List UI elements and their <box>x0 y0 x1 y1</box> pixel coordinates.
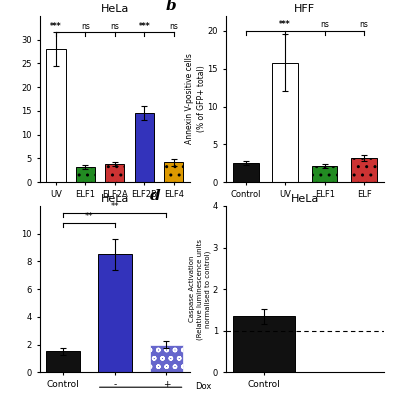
Text: b: b <box>166 0 176 13</box>
Bar <box>233 316 295 372</box>
Text: ns: ns <box>169 22 178 31</box>
Text: ***: *** <box>50 22 62 31</box>
Title: HeLa: HeLa <box>101 194 129 204</box>
Bar <box>233 163 259 182</box>
Text: **: ** <box>85 212 93 221</box>
Bar <box>312 166 337 182</box>
Bar <box>351 158 377 182</box>
Title: HFF: HFF <box>294 4 316 14</box>
Bar <box>164 162 183 182</box>
Title: HeLa: HeLa <box>291 194 319 204</box>
Y-axis label: Annexin V-positive cells
(% of GFP+ total): Annexin V-positive cells (% of GFP+ tota… <box>185 53 206 145</box>
Title: HeLa: HeLa <box>101 4 129 14</box>
Bar <box>272 63 298 182</box>
Bar <box>135 113 154 182</box>
Bar <box>98 254 131 372</box>
Bar <box>150 345 183 372</box>
Bar <box>46 49 66 182</box>
Text: ***: *** <box>139 22 150 31</box>
Text: ***: *** <box>280 20 291 29</box>
Bar <box>46 352 80 372</box>
Text: ns: ns <box>360 20 369 29</box>
Text: Dox: Dox <box>195 382 211 391</box>
Text: ns: ns <box>320 20 329 29</box>
Y-axis label: Caspase Activation
(Relative luminescence units
normalised to control): Caspase Activation (Relative luminescenc… <box>189 238 211 340</box>
Bar <box>76 167 95 182</box>
Text: **: ** <box>110 202 119 211</box>
Text: d: d <box>150 189 160 203</box>
Text: ns: ns <box>81 22 90 31</box>
Text: ns: ns <box>110 22 119 31</box>
Bar <box>105 164 124 182</box>
